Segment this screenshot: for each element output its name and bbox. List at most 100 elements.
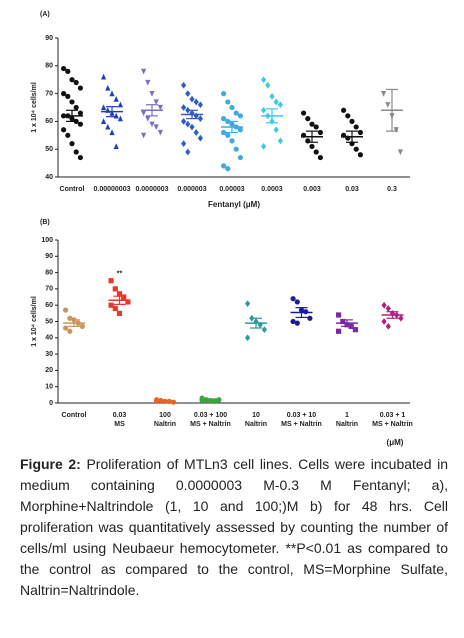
x-tick-label: Control	[62, 412, 87, 419]
data-point	[349, 118, 355, 124]
data-point	[141, 68, 147, 75]
data-point	[105, 123, 111, 130]
data-point	[294, 299, 300, 305]
data-point	[352, 327, 358, 333]
data-point	[109, 129, 115, 136]
y-tick-label: 0	[49, 400, 53, 407]
data-point	[199, 397, 205, 404]
data-point	[185, 120, 191, 128]
y-tick-label: 20	[45, 367, 53, 374]
data-point	[237, 127, 243, 133]
x-axis-label: (μM)	[387, 438, 404, 447]
data-point	[181, 118, 187, 125]
data-point	[357, 129, 363, 136]
data-point	[197, 134, 203, 142]
panel-label: (B)	[40, 219, 50, 226]
data-point	[153, 99, 159, 106]
data-point	[116, 310, 123, 316]
data-point	[193, 129, 199, 136]
y-tick-label: 60	[45, 302, 53, 309]
data-point	[109, 90, 115, 97]
data-point	[73, 79, 79, 86]
y-tick-label: 50	[45, 146, 53, 153]
data-point	[273, 98, 279, 106]
data-point	[193, 98, 199, 106]
data-point	[294, 320, 300, 326]
data-point	[63, 307, 69, 313]
data-point	[261, 106, 267, 114]
data-point	[77, 85, 83, 91]
x-tick-label: MS	[114, 421, 125, 428]
data-point	[108, 302, 114, 308]
data-point	[145, 116, 151, 122]
y-tick-label: 100	[41, 237, 53, 244]
data-point	[101, 73, 107, 80]
data-point	[307, 315, 313, 321]
charts: (A) 40 50 60 70 80 90 1 x 10⁴ cells/ml Fentanyl …	[31, 11, 413, 447]
data-point	[65, 93, 71, 99]
y-axis-label: 1 x 10⁴ cells/ml	[31, 82, 38, 133]
y-tick-label: 70	[45, 286, 53, 293]
data-point	[105, 84, 111, 91]
data-point	[309, 121, 315, 127]
data-point	[101, 118, 107, 124]
data-point	[77, 110, 83, 116]
data-point	[67, 328, 73, 334]
data-point	[277, 137, 283, 145]
y-axis-label: 1 x 10⁴ cells/ml	[31, 296, 38, 347]
data-point	[277, 101, 283, 109]
data-point	[221, 116, 227, 122]
data-point	[353, 124, 359, 130]
data-point	[385, 305, 391, 312]
data-point	[245, 300, 251, 307]
data-point	[181, 140, 187, 148]
data-point	[381, 301, 387, 309]
x-tick-label: MS + Naltrin	[281, 421, 322, 428]
data-point	[290, 296, 296, 302]
y-tick-label: 60	[45, 118, 53, 125]
data-point	[345, 113, 351, 119]
data-point	[112, 286, 118, 292]
x-tick-label: 0.00000003	[94, 186, 131, 193]
panel-label: (A)	[40, 11, 50, 18]
data-point	[261, 76, 267, 84]
data-point	[61, 127, 67, 133]
data-point	[221, 163, 227, 169]
x-tick-label: 0.3	[387, 186, 397, 193]
data-point	[381, 91, 387, 97]
data-point	[116, 291, 123, 297]
data-point	[181, 104, 187, 111]
data-point	[149, 121, 155, 128]
x-tick-label: Naltrin	[336, 421, 358, 428]
data-point	[141, 132, 147, 139]
x-tick-label: 0.03 + 100	[194, 412, 227, 419]
data-point	[153, 124, 159, 131]
x-tick-label: 0.03 + 10	[287, 412, 316, 419]
data-point	[290, 318, 296, 325]
data-point	[108, 278, 114, 284]
data-point	[237, 113, 243, 119]
data-point	[113, 143, 119, 150]
data-point	[269, 93, 275, 100]
data-point	[397, 149, 403, 156]
data-point	[189, 123, 195, 131]
data-point	[65, 68, 71, 74]
data-point	[237, 154, 243, 161]
data-point	[309, 143, 315, 150]
data-point	[385, 323, 391, 330]
x-tick-label: Naltrin	[154, 421, 176, 428]
x-tick-label: 0.003	[303, 186, 321, 193]
x-tick-label: 100	[159, 412, 171, 419]
data-point	[225, 132, 231, 138]
y-tick-label: 70	[45, 90, 53, 97]
x-tick-label: MS + Naltrin	[190, 421, 231, 428]
data-point	[261, 143, 267, 150]
data-point	[303, 309, 309, 315]
x-tick-label: 0.0000003	[135, 186, 168, 193]
data-point	[221, 129, 227, 136]
data-point	[313, 124, 319, 130]
data-point	[69, 141, 75, 147]
data-point	[73, 104, 79, 111]
data-point	[336, 328, 342, 334]
data-point	[229, 104, 235, 111]
